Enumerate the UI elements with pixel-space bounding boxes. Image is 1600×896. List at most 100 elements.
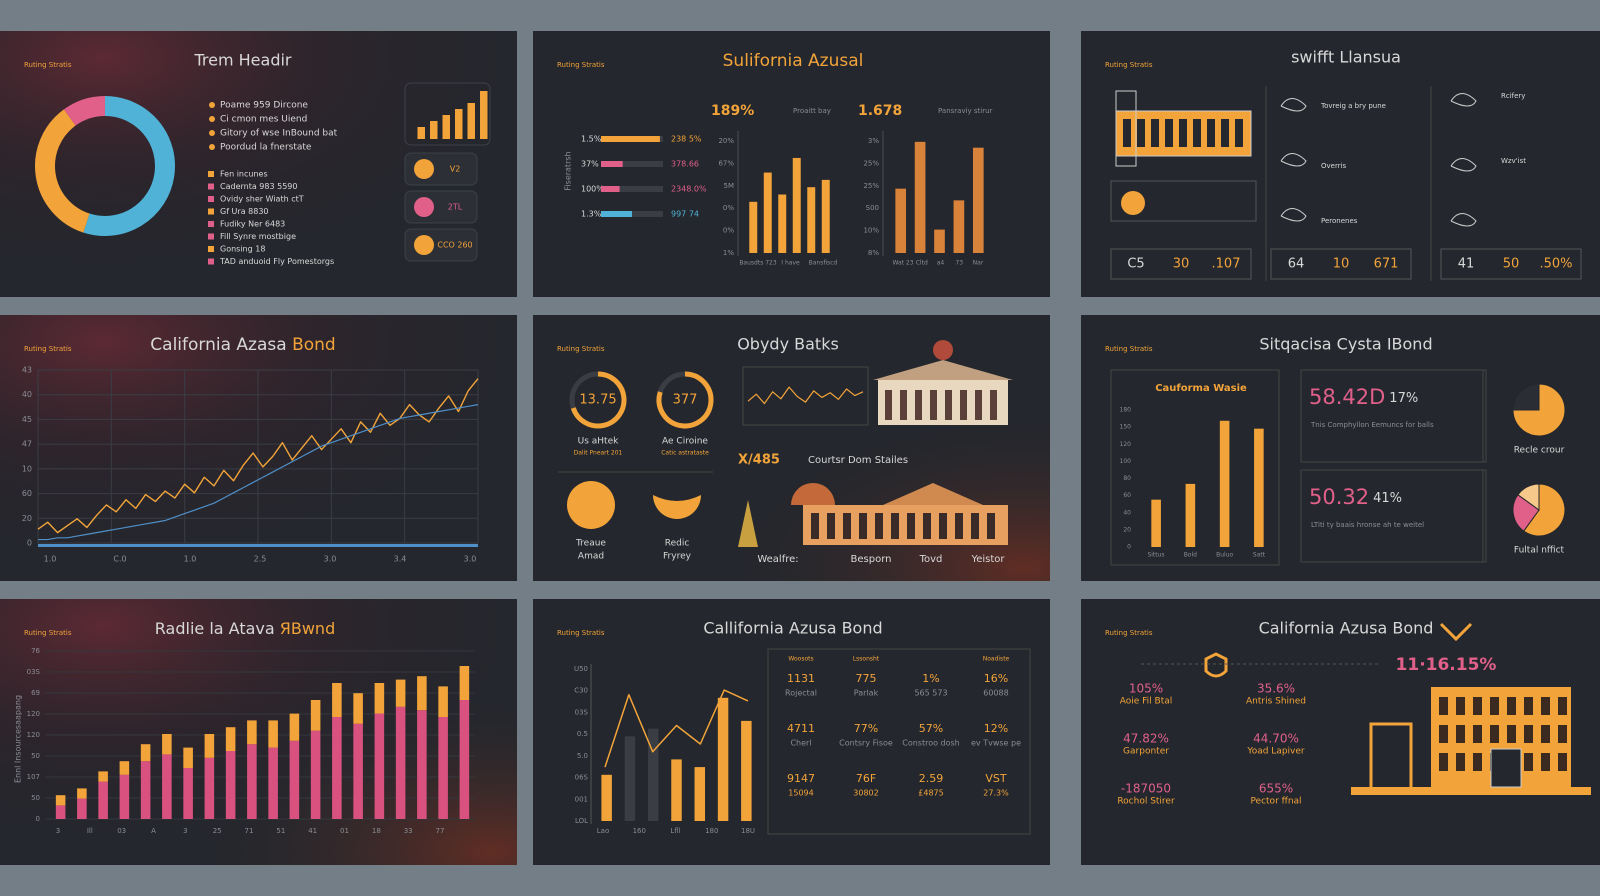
decoration — [1439, 697, 1448, 715]
bar — [204, 757, 215, 819]
stat-label: Antris Shined — [1246, 697, 1306, 707]
axis-label: 20% — [718, 137, 734, 145]
stat-value: 655% — [1259, 782, 1293, 796]
bar-label: 238 5% — [671, 135, 702, 144]
circle-label: Redic — [665, 539, 690, 549]
gauge-fill — [656, 371, 714, 429]
axis-label: a4 — [937, 260, 945, 267]
bar-category: 1.5% — [581, 135, 602, 144]
axis-label: 71 — [245, 827, 254, 835]
axis-label: Bold — [1184, 552, 1197, 559]
decoration — [900, 390, 907, 420]
table-label: Contsry Fisoe — [839, 739, 893, 748]
bar — [77, 798, 87, 819]
decoration — [915, 390, 922, 420]
bar — [914, 141, 926, 253]
bar — [417, 710, 427, 819]
panel: Ruting Stratis Sitqacisa Cysta IBond Caufo… — [1081, 315, 1600, 581]
decoration — [1204, 652, 1228, 678]
decoration — [1165, 119, 1173, 147]
bottom-label: Besporn — [851, 554, 892, 565]
axis-label: 8% — [868, 249, 879, 257]
stat-value: 1.678 — [858, 103, 902, 119]
bar — [247, 720, 257, 745]
table-header: Lssonsht — [853, 656, 880, 663]
panel-tag: Ruting Stratis — [24, 61, 72, 69]
axis-label: 20 — [1123, 526, 1131, 533]
bar — [332, 683, 342, 717]
bar — [717, 697, 729, 821]
panel-bg — [533, 599, 1050, 865]
bar — [972, 147, 984, 253]
decoration — [827, 513, 835, 539]
decoration — [1541, 697, 1550, 715]
axis-label: 20 — [22, 514, 32, 523]
panel-tag: Ruting Stratis — [24, 345, 72, 353]
decoration — [1300, 369, 1487, 463]
decoration — [939, 513, 947, 539]
line-series — [38, 404, 479, 541]
table-label: ev Tvwse pe — [971, 739, 1021, 748]
decoration — [209, 116, 215, 122]
decoration — [1439, 622, 1473, 642]
stat-value: 64 — [1288, 257, 1305, 272]
decoration — [208, 196, 214, 202]
axis-label: Lfll — [670, 827, 680, 835]
panel-tag: Ruting Stratis — [1105, 61, 1153, 69]
panel-tag: Ruting Stratis — [557, 345, 605, 353]
note: Peronenes — [1321, 217, 1358, 225]
decoration — [209, 102, 215, 108]
note: Overris — [1321, 162, 1347, 170]
bar — [225, 727, 236, 751]
panel: Ruting Stratis Trem Headir Poame 959 Dirco… — [0, 31, 517, 297]
decoration — [907, 513, 915, 539]
axis-label: 25% — [863, 159, 879, 167]
axis-label: 1.0 — [184, 555, 197, 564]
bar — [395, 706, 406, 819]
stat-label: Yoad Lapiver — [1246, 747, 1305, 757]
bar — [480, 91, 488, 139]
bar — [289, 740, 300, 819]
axis-label: U50 — [574, 665, 588, 673]
table-value: 12% — [984, 722, 1008, 735]
decoration — [1300, 469, 1487, 563]
pie-slice — [1512, 383, 1566, 437]
table-label: Constroo dosh — [902, 739, 960, 748]
bar — [162, 754, 172, 819]
axis-label: 150 — [1120, 424, 1132, 431]
decoration — [1558, 753, 1567, 771]
list-item: Ci cmon mes Uiend — [220, 115, 307, 125]
decoration — [1558, 725, 1567, 743]
title-part: California Azasa — [150, 335, 292, 355]
panel: Ruting Stratis Callifornia Azusa Bond U50 C… — [533, 599, 1050, 865]
pie-slice — [1512, 383, 1540, 411]
table-value: 775 — [856, 672, 877, 685]
table-value: 9147 — [787, 772, 815, 785]
panel: Ruting Stratis Radlie la Atava ЯBwnd Ennl … — [0, 599, 517, 865]
axis-label: 0.5 — [577, 730, 588, 738]
bar-category: 1.3% — [581, 210, 602, 219]
decoration — [1541, 753, 1550, 771]
stat-value: 35.6% — [1257, 682, 1295, 696]
axis-label: 45 — [22, 415, 32, 424]
decoration — [209, 130, 215, 136]
tile-label: V2 — [450, 165, 461, 174]
axis-label: 73 — [955, 260, 963, 267]
table-value: 57% — [919, 722, 943, 735]
axis-label: 80 — [1123, 475, 1131, 482]
panel-title: Sulifornia Azusal — [723, 51, 864, 71]
heading: Courtsr Dom Stailes — [808, 455, 908, 466]
stat-label: Aoie Fil Btal — [1120, 697, 1173, 707]
decoration — [1439, 725, 1448, 743]
decoration — [208, 233, 214, 240]
panel-title: swifft Llansua — [1291, 48, 1401, 67]
axis-label: 3 — [183, 827, 187, 835]
axis-label: 76 — [31, 647, 40, 655]
list-item: Gitory of wse InBound bat — [220, 129, 338, 139]
bar — [895, 188, 907, 253]
bar — [459, 700, 470, 819]
table-value: 2.59 — [919, 772, 944, 785]
bar — [821, 179, 830, 253]
table-label: 27.3% — [983, 789, 1009, 798]
axis-label: 1% — [723, 249, 734, 257]
